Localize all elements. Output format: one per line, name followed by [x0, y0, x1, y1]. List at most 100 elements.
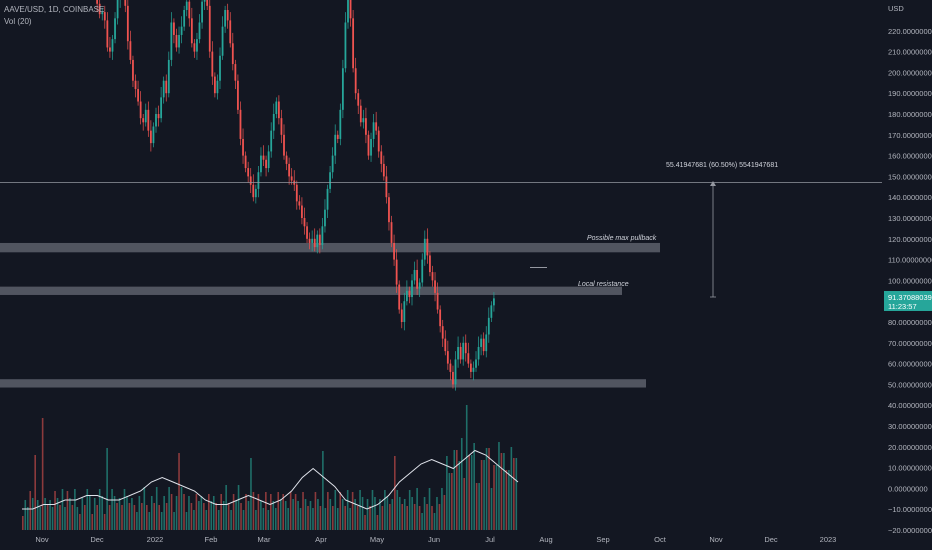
candle-body [224, 10, 227, 27]
candle-body [413, 270, 416, 281]
volume-bar [111, 489, 113, 530]
volume-bar [515, 458, 518, 530]
zone-possible-max-pullback[interactable] [0, 242, 660, 253]
price-tick-label: 50.00000000 [888, 380, 932, 389]
candle-body [352, 18, 355, 69]
price-tick-label: −10.00000000 [888, 505, 932, 514]
volume-bar [64, 507, 66, 530]
candle-body [431, 272, 434, 281]
volume-bar [448, 473, 451, 530]
volume-bar [103, 514, 106, 530]
price-tick-label: 80.00000000 [888, 318, 932, 327]
volume-bar [451, 473, 453, 530]
volume-ma-line [22, 449, 519, 510]
volume-bar [279, 499, 282, 530]
price-tick-label: 140.00000000 [888, 193, 932, 202]
volume-bar [96, 505, 98, 530]
time-tick-label: Oct [654, 535, 667, 544]
candle-body [173, 22, 175, 35]
volume-bar [24, 500, 27, 530]
volume-bar [165, 503, 168, 530]
volume-bar [220, 494, 222, 530]
volume-bar [74, 489, 76, 530]
volume-bar [465, 405, 468, 530]
volume-bar [250, 458, 252, 530]
candle-body [201, 1, 203, 23]
candle-body [267, 151, 270, 169]
volume-bar [438, 504, 441, 530]
zone-local-resistance[interactable] [0, 286, 622, 295]
candle-body [98, 3, 101, 15]
volume-bar [423, 497, 426, 530]
volume-bar [327, 492, 329, 530]
time-tick-label: 2023 [820, 535, 837, 544]
candle-body [372, 122, 375, 139]
time-tick-label: 2022 [147, 535, 164, 544]
candle-body [249, 176, 252, 185]
volume-bar [289, 492, 292, 530]
candle-body [126, 5, 129, 42]
candle-body [244, 155, 247, 169]
candle-body [262, 155, 265, 160]
volume-bar [212, 496, 215, 530]
volume-bar [374, 497, 376, 530]
zone-support[interactable] [0, 379, 646, 388]
price-badge: 91.37088039 11:23:57 [884, 291, 932, 311]
candle-body [175, 34, 178, 48]
candle-body [354, 68, 357, 94]
volume-bar [503, 453, 505, 530]
volume-bar [180, 487, 183, 530]
volume-bar [284, 501, 287, 530]
volume-bar [294, 494, 297, 530]
candle-body [277, 101, 280, 119]
volume-bar [61, 489, 64, 530]
volume-bar [79, 514, 81, 530]
volume-bar [98, 489, 101, 530]
volume-bar [245, 494, 247, 530]
candle-body [147, 109, 150, 131]
volume-bar [324, 508, 327, 530]
zone-upper-label: Possible max pullback [587, 235, 657, 242]
candle-body [459, 346, 462, 360]
volume-bar [483, 460, 485, 530]
volume-bar [101, 496, 103, 530]
time-tick-label: Mar [258, 535, 271, 544]
candle-body [190, 18, 193, 44]
volume-bar [443, 495, 446, 530]
price-tick-label: 160.00000000 [888, 152, 932, 161]
volume-bar [170, 494, 173, 530]
volume-bar [150, 496, 153, 530]
volume-bar [456, 450, 458, 530]
candle-body [365, 118, 367, 135]
volume-bar [56, 498, 59, 530]
price-tick-label: −20.00000000 [888, 526, 932, 535]
volume-bar [185, 512, 188, 530]
price-axis[interactable]: 220.00000000 210.00000000 200.00000000 190.… [888, 27, 932, 535]
candle-body [170, 22, 173, 60]
volume-bar [148, 512, 151, 530]
volume-bar [411, 497, 413, 530]
candle-body [400, 309, 403, 322]
candle-body [185, 1, 188, 10]
candle-body [306, 226, 308, 239]
candle-body [132, 59, 134, 81]
volume-bar [413, 504, 416, 530]
volume-bar [217, 510, 220, 530]
volume-bar [235, 501, 237, 530]
candle-body [213, 76, 216, 94]
candle-body [111, 39, 114, 52]
candle-body [270, 130, 273, 152]
volume-bar [262, 508, 265, 530]
candle-body [426, 238, 429, 256]
time-axis[interactable]: Nov Dec 2022 Feb Mar Apr May Jun Jul Aug Sep Oct Nov… [35, 535, 836, 544]
candle-body [493, 298, 495, 306]
price-tick-label: 60.00000000 [888, 360, 932, 369]
volume-bar [475, 483, 478, 530]
candle-body [275, 101, 278, 114]
volume-bar [480, 460, 483, 530]
candle-body [206, 0, 209, 6]
volume-bar [255, 510, 257, 530]
price-tick-label: 10.00000000 [888, 464, 932, 473]
volume-bar [473, 443, 475, 530]
